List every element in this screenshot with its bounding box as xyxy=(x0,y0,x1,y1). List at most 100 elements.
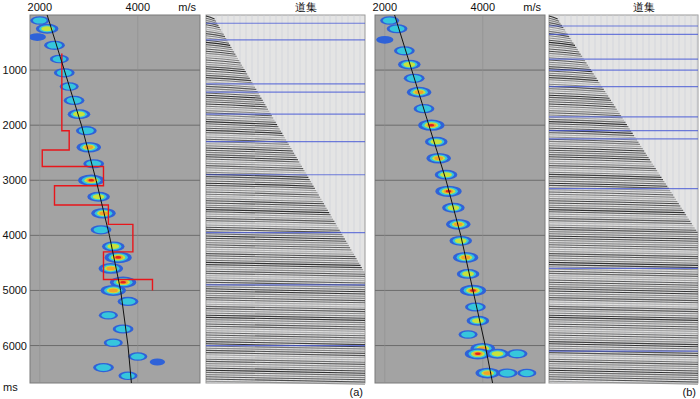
blob-layer xyxy=(131,353,145,359)
trace-line xyxy=(348,15,349,383)
x-tick-label: 4000 xyxy=(126,1,150,13)
blob-layer xyxy=(507,349,528,358)
semblance-blob xyxy=(150,359,165,366)
blob-layer xyxy=(517,369,536,378)
blob-layer xyxy=(30,16,49,25)
gather-horizon xyxy=(549,350,698,351)
blob-layer xyxy=(440,172,452,177)
semblance-blob xyxy=(113,324,134,333)
x-axis-label: m/s xyxy=(178,1,196,13)
gather-horizon xyxy=(549,34,698,35)
trace-line xyxy=(336,15,337,383)
blob-layer xyxy=(455,238,467,243)
gather-horizon xyxy=(549,130,698,131)
semblance-blob xyxy=(76,126,97,135)
y-tick-label: 2000 xyxy=(3,119,27,131)
semblance-blob xyxy=(50,55,69,64)
blob-layer xyxy=(105,252,132,264)
blob-layer xyxy=(475,353,481,355)
blob-layer xyxy=(99,263,123,274)
gather-horizon xyxy=(206,174,365,175)
blob-layer xyxy=(520,370,534,376)
gather-horizon xyxy=(206,345,365,346)
semblance-blob xyxy=(425,137,448,147)
blob-layer xyxy=(425,137,448,147)
blob-layer xyxy=(84,145,93,149)
blob-layer xyxy=(108,253,128,261)
blob-layer xyxy=(105,243,121,250)
blob-layer xyxy=(82,144,95,150)
blob-layer xyxy=(33,17,47,23)
semblance-blob xyxy=(104,339,123,348)
blob-layer xyxy=(39,25,55,32)
blob-layer xyxy=(387,24,408,33)
blob-layer xyxy=(106,267,115,271)
semblance-blob xyxy=(517,369,536,378)
grid-line xyxy=(30,180,200,181)
blob-layer xyxy=(78,175,104,186)
blob-layer xyxy=(118,372,137,381)
panel: 20004000m/s道集(b) xyxy=(373,1,698,398)
grid-line xyxy=(375,345,545,346)
grid-line xyxy=(30,235,200,236)
blob-layer xyxy=(106,340,120,346)
grid-line xyxy=(375,180,545,181)
gather-horizon xyxy=(549,58,698,59)
grid-line xyxy=(39,15,40,383)
blob-layer xyxy=(418,120,444,131)
blob-layer xyxy=(472,318,484,323)
grid-line xyxy=(375,235,545,236)
blob-layer xyxy=(438,171,454,178)
blob-layer xyxy=(80,143,98,151)
gather-wiggle xyxy=(206,282,365,285)
gather-horizon xyxy=(206,23,365,24)
gather xyxy=(206,15,365,384)
semblance-blob xyxy=(435,170,458,180)
semblance-blob xyxy=(87,192,110,202)
semblance-blob xyxy=(44,41,65,50)
blob-layer xyxy=(82,176,101,184)
semblance-blob xyxy=(128,352,147,361)
blob-layer xyxy=(107,244,119,249)
x-tick-label: 4000 xyxy=(471,1,495,13)
blob-layer xyxy=(460,270,476,277)
blob-layer xyxy=(428,138,444,145)
trace-line xyxy=(330,15,331,383)
blob-layer xyxy=(102,241,125,251)
semblance-blob xyxy=(102,241,125,251)
panel-label: (a) xyxy=(350,386,363,398)
semblance-blob xyxy=(99,263,123,274)
velocity-line xyxy=(395,15,493,383)
blob-layer xyxy=(481,370,494,376)
blob-layer xyxy=(510,350,525,357)
semblance-blob xyxy=(507,349,528,358)
trace-line xyxy=(360,15,361,383)
semblance-blob xyxy=(118,297,139,306)
semblance-blob xyxy=(387,24,408,33)
trace-line xyxy=(258,15,259,383)
blob-layer xyxy=(473,352,482,356)
gather-horizon xyxy=(549,138,698,139)
blob-layer xyxy=(101,285,126,296)
blob-layer xyxy=(479,369,497,377)
blob-layer xyxy=(88,179,94,181)
semblance-blob xyxy=(78,175,104,186)
blob-layer xyxy=(121,373,135,379)
y-tick-label: 3000 xyxy=(3,174,27,186)
gather xyxy=(549,15,698,384)
gather-horizon xyxy=(549,25,698,26)
semblance-blob xyxy=(459,330,478,339)
blob-layer xyxy=(116,326,131,333)
semblance-blob xyxy=(36,24,59,34)
blob-layer xyxy=(44,41,65,50)
velocity-line xyxy=(47,15,131,383)
blob-layer xyxy=(93,194,105,199)
gather-horizon xyxy=(206,83,365,84)
blob-layer xyxy=(471,351,485,357)
gather-horizon xyxy=(206,284,365,285)
trace-line xyxy=(354,15,355,383)
trace-line xyxy=(324,15,325,383)
grid-line xyxy=(30,125,200,126)
x-tick-label: 2000 xyxy=(373,1,397,13)
marks xyxy=(30,15,165,383)
